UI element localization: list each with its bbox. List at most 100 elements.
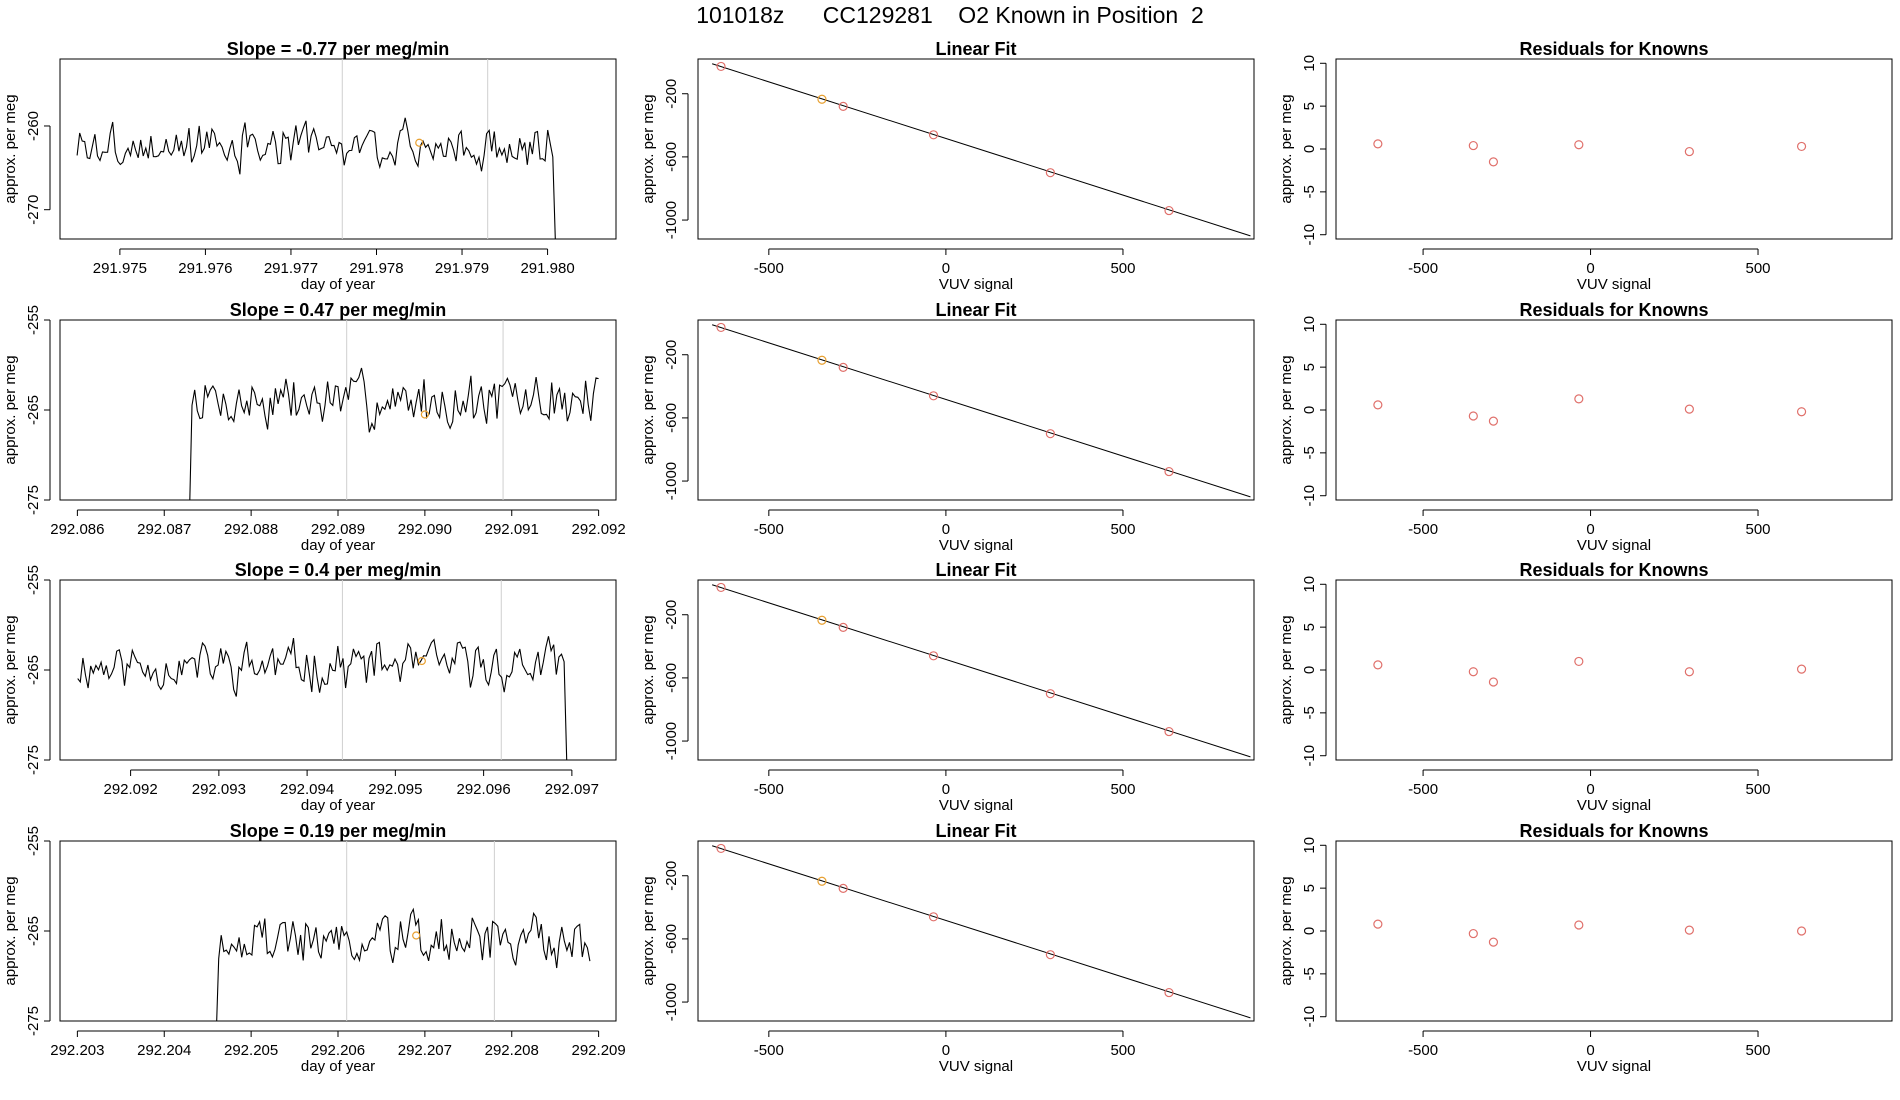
x-tick-label: 292.096	[457, 781, 511, 798]
panel-title: Linear Fit	[935, 300, 1016, 320]
y-tick-label: -265	[25, 655, 42, 685]
x-tick-label: 292.097	[545, 781, 599, 798]
data-point	[1488, 416, 1499, 426]
y-tick-label: -200	[663, 79, 680, 109]
x-tick-label: 291.980	[520, 260, 574, 277]
panel-row1-residuals: Residuals for Knowns -500 0 500 VUV signal 10…	[1278, 39, 1893, 293]
y-tick-label: 10	[1301, 576, 1318, 593]
data-point	[1796, 664, 1807, 674]
data-point	[838, 101, 848, 111]
panel-title: Linear Fit	[935, 821, 1016, 841]
panel-row1-linear-fit: Linear Fit -500 0 500 VUV signal -200 -600 -100…	[640, 39, 1255, 293]
y-axis-label: approx. per meg	[2, 355, 19, 464]
y-tick-label: -200	[663, 861, 680, 891]
data-point	[928, 130, 939, 140]
y-tick-label: -600	[663, 142, 680, 172]
x-tick-label: 500	[1746, 1042, 1771, 1059]
x-tick-label: 292.088	[224, 521, 278, 538]
panel-title: Slope = 0.19 per meg/min	[230, 821, 447, 841]
highlight-point	[420, 410, 429, 419]
data-point	[1045, 429, 1055, 439]
fit-line	[712, 63, 1251, 237]
fit-line	[712, 845, 1251, 1019]
y-tick-label: 5	[1301, 623, 1318, 631]
plot-frame	[59, 579, 617, 761]
y-tick-label: -1000	[663, 462, 680, 500]
data-point	[1164, 205, 1174, 216]
x-tick-label: -500	[1408, 781, 1438, 798]
data-point	[1796, 926, 1807, 936]
panel-title: Linear Fit	[935, 560, 1016, 580]
x-tick-label: 0	[942, 260, 950, 277]
data-point	[1468, 928, 1478, 939]
x-tick-label: 292.086	[50, 521, 104, 538]
data-point	[1574, 394, 1584, 404]
x-tick-label: 500	[1110, 781, 1135, 798]
y-axis-label: approx. per meg	[640, 355, 657, 464]
x-axis-label: VUV signal	[1577, 1058, 1651, 1075]
x-tick-label: 500	[1746, 781, 1771, 798]
data-point	[1684, 925, 1694, 935]
data-point	[928, 651, 939, 661]
series-line	[77, 636, 572, 760]
y-tick-label: -1000	[663, 201, 680, 239]
data-point	[1574, 656, 1584, 667]
series-line	[76, 117, 561, 239]
y-tick-label: -275	[25, 1006, 42, 1036]
highlight-point	[417, 656, 426, 666]
data-point	[716, 582, 726, 593]
data-point	[838, 362, 848, 372]
data-point	[1468, 411, 1478, 421]
y-tick-label: 0	[1301, 406, 1318, 414]
plot-area	[216, 841, 591, 1021]
x-tick-label: 291.979	[435, 260, 489, 277]
data-point	[1488, 937, 1499, 947]
plot-frame	[59, 58, 617, 240]
data-point	[1574, 920, 1584, 930]
y-axis-label: approx. per meg	[2, 876, 19, 985]
x-axis-label: VUV signal	[1577, 797, 1651, 814]
plot-frame	[59, 319, 617, 501]
data-point	[1796, 141, 1807, 152]
plot-area	[77, 580, 572, 760]
x-tick-label: 292.204	[137, 1042, 191, 1059]
data-point	[1045, 168, 1055, 178]
data-point	[1164, 466, 1174, 477]
plot-area	[712, 322, 1251, 498]
x-tick-label: 292.203	[50, 1042, 104, 1059]
plot-frame	[697, 579, 1255, 761]
page-title: 101018z CC129281 O2 Known in Position 2	[696, 2, 1204, 28]
y-tick-label: -255	[25, 826, 42, 856]
x-axis-label: VUV signal	[1577, 537, 1651, 554]
data-point	[1373, 919, 1383, 929]
y-tick-label: -270	[25, 195, 42, 225]
x-tick-label: 500	[1110, 521, 1135, 538]
x-tick-label: 292.090	[398, 521, 452, 538]
x-tick-label: -500	[754, 1042, 784, 1059]
plot-area	[712, 61, 1251, 237]
y-tick-label: 10	[1301, 316, 1318, 333]
x-axis-label: VUV signal	[939, 1058, 1013, 1075]
x-tick-label: -500	[1408, 521, 1438, 538]
x-axis-label: VUV signal	[939, 797, 1013, 814]
y-tick-label: -600	[663, 663, 680, 693]
highlight-point	[817, 876, 827, 886]
plot-frame	[697, 58, 1255, 240]
data-point	[1164, 987, 1174, 998]
y-tick-label: -1000	[663, 983, 680, 1021]
data-point	[838, 883, 848, 893]
x-tick-label: 292.092	[103, 781, 157, 798]
y-tick-label: -5	[1301, 967, 1318, 980]
data-point	[716, 843, 726, 854]
plot-area	[1373, 656, 1807, 687]
y-tick-label: 0	[1301, 666, 1318, 674]
data-point	[1045, 950, 1055, 960]
x-tick-label: 292.094	[280, 781, 334, 798]
series-line	[216, 907, 591, 1021]
y-tick-label: 10	[1301, 837, 1318, 854]
series-line	[189, 367, 599, 500]
x-tick-label: 291.978	[349, 260, 403, 277]
x-tick-label: -500	[1408, 260, 1438, 277]
y-tick-label: -265	[25, 916, 42, 946]
x-tick-label: -500	[754, 521, 784, 538]
